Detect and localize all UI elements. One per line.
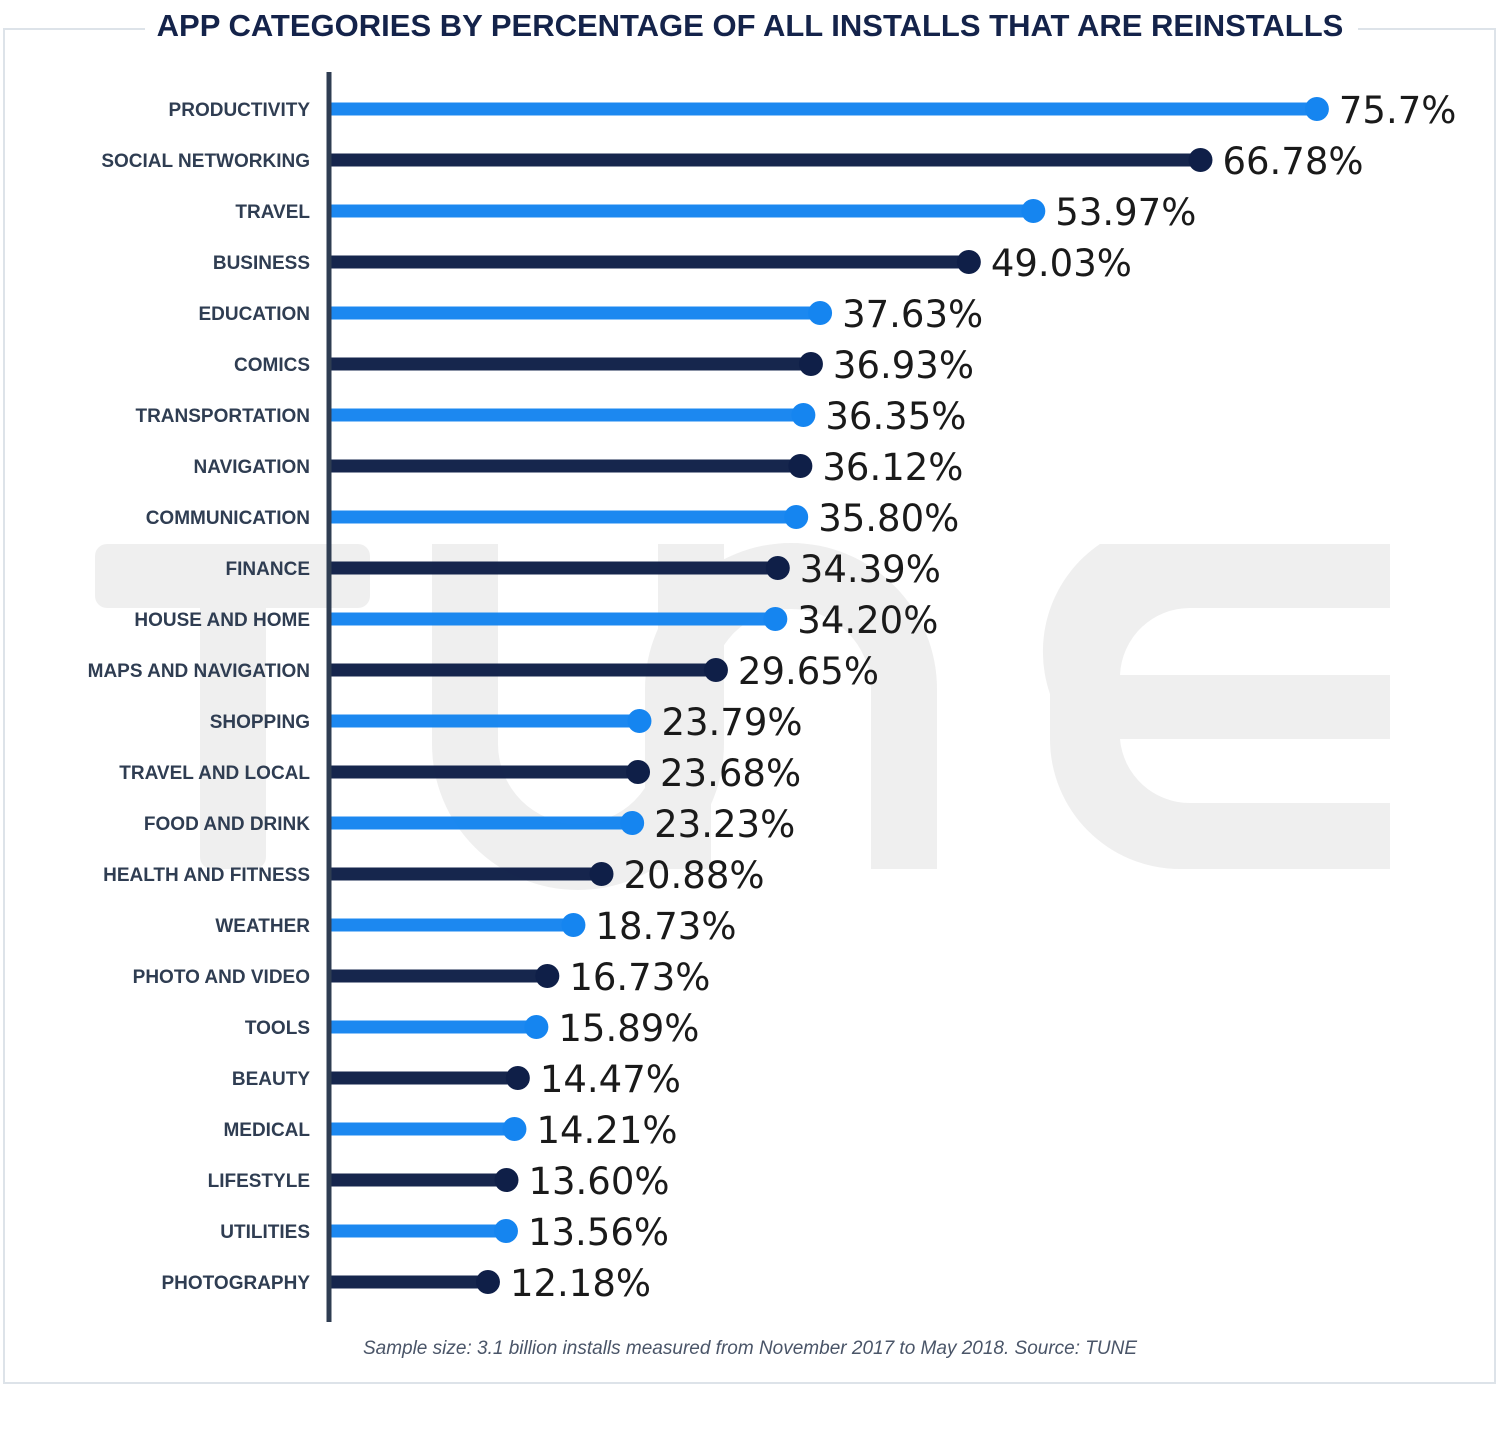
bar-end-dot xyxy=(763,607,788,631)
category-label: MAPS AND NAVIGATION xyxy=(88,661,310,682)
bar-end-dot xyxy=(788,454,813,478)
value-label: 23.79% xyxy=(661,701,802,744)
bar-end-dot xyxy=(475,1270,500,1294)
bar-end-dot xyxy=(626,760,651,784)
value-label: 36.93% xyxy=(833,344,974,387)
value-label: 20.88% xyxy=(623,854,764,897)
bar-end-dot xyxy=(1188,148,1213,172)
value-label: 34.20% xyxy=(797,599,938,642)
category-label: TOOLS xyxy=(245,1018,310,1039)
source-footnote: Sample size: 3.1 billion installs measur… xyxy=(362,1338,1138,1359)
category-label: SHOPPING xyxy=(210,712,310,733)
bar-end-dot xyxy=(505,1066,530,1090)
category-label: HEALTH AND FITNESS xyxy=(103,865,310,886)
chart-frame xyxy=(3,28,1496,1384)
category-label: BEAUTY xyxy=(232,1069,310,1090)
category-label: COMICS xyxy=(234,355,310,376)
bar-end-dot xyxy=(493,1219,518,1243)
value-label: 34.39% xyxy=(800,548,941,591)
bar-end-dot xyxy=(494,1168,519,1192)
category-label: TRAVEL AND LOCAL xyxy=(119,763,310,784)
value-label: 13.60% xyxy=(528,1160,669,1203)
category-label: HOUSE AND HOME xyxy=(134,610,310,631)
category-label: EDUCATION xyxy=(198,304,310,325)
frame-top-left-rule xyxy=(3,28,145,30)
value-label: 12.18% xyxy=(510,1262,651,1305)
bar-end-dot xyxy=(791,403,816,427)
bar-end-dot xyxy=(535,964,560,988)
category-label: TRANSPORTATION xyxy=(135,406,310,427)
category-label: WEATHER xyxy=(215,916,310,937)
category-label: COMMUNICATION xyxy=(146,508,310,529)
chart-title: APP CATEGORIES BY PERCENTAGE OF ALL INST… xyxy=(156,8,1344,43)
category-label: SOCIAL NETWORKING xyxy=(101,151,310,172)
value-label: 75.7% xyxy=(1339,89,1457,132)
bar-end-dot xyxy=(765,556,790,580)
value-label: 15.89% xyxy=(558,1007,699,1050)
value-label: 37.63% xyxy=(842,293,983,336)
category-label: PRODUCTIVITY xyxy=(169,100,311,121)
category-label: FINANCE xyxy=(226,559,310,580)
value-label: 16.73% xyxy=(569,956,710,999)
category-label: LIFESTYLE xyxy=(208,1171,310,1192)
bar-end-dot xyxy=(620,811,645,835)
bar-end-dot xyxy=(1304,97,1329,121)
category-label: BUSINESS xyxy=(213,253,310,274)
category-label: PHOTO AND VIDEO xyxy=(133,967,310,988)
value-label: 36.35% xyxy=(825,395,966,438)
bar-end-dot xyxy=(784,505,809,529)
bar-end-dot xyxy=(1021,199,1046,223)
value-label: 18.73% xyxy=(595,905,736,948)
value-label: 49.03% xyxy=(991,242,1132,285)
category-label: UTILITIES xyxy=(220,1222,310,1243)
frame-top-right-rule xyxy=(1358,28,1496,30)
bar-end-dot xyxy=(524,1015,549,1039)
bar-end-dot xyxy=(798,352,823,376)
bar-end-dot xyxy=(561,913,586,937)
category-label: NAVIGATION xyxy=(194,457,310,478)
bar-end-dot xyxy=(956,250,981,274)
category-label: PHOTOGRAPHY xyxy=(161,1273,310,1294)
value-label: 14.21% xyxy=(536,1109,677,1152)
value-label: 13.56% xyxy=(528,1211,669,1254)
category-label: MEDICAL xyxy=(223,1120,310,1141)
value-label: 14.47% xyxy=(540,1058,681,1101)
bar-end-dot xyxy=(502,1117,527,1141)
value-label: 23.68% xyxy=(660,752,801,795)
value-label: 66.78% xyxy=(1222,140,1363,183)
watermark-shape xyxy=(200,544,266,869)
category-label: FOOD AND DRINK xyxy=(144,814,310,835)
bar-end-dot xyxy=(703,658,728,682)
value-label: 36.12% xyxy=(822,446,963,489)
value-label: 53.97% xyxy=(1055,191,1196,234)
bar-end-dot xyxy=(808,301,833,325)
bar-end-dot xyxy=(627,709,652,733)
value-label: 23.23% xyxy=(654,803,795,846)
value-label: 29.65% xyxy=(738,650,879,693)
value-label: 35.80% xyxy=(818,497,959,540)
category-label: TRAVEL xyxy=(235,202,310,223)
bar-end-dot xyxy=(589,862,614,886)
watermark-shape xyxy=(1042,544,1390,869)
